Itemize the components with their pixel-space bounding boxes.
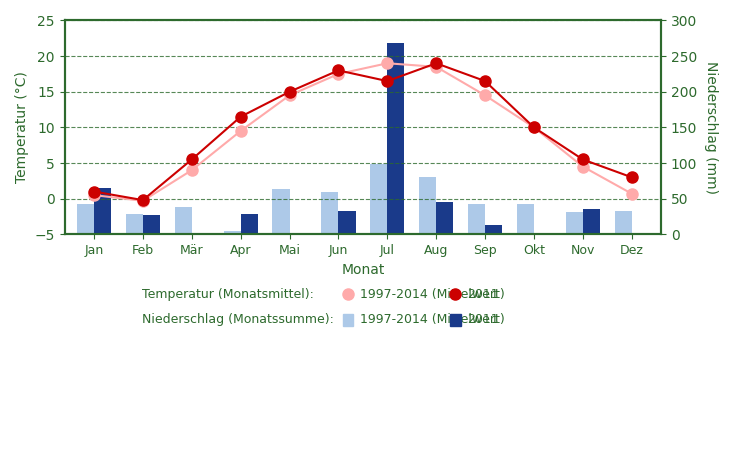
Bar — [615, 211, 632, 234]
Bar — [240, 213, 258, 234]
Bar — [632, 233, 649, 234]
Bar — [224, 231, 240, 234]
Bar — [339, 211, 356, 234]
Bar — [126, 214, 143, 234]
Bar — [436, 201, 453, 234]
Bar — [517, 204, 534, 234]
Bar — [370, 165, 387, 234]
Y-axis label: Niederschlag (mm): Niederschlag (mm) — [704, 61, 718, 194]
Bar — [468, 204, 485, 234]
Bar — [583, 209, 600, 234]
X-axis label: Monat: Monat — [341, 263, 385, 277]
Bar — [94, 188, 111, 234]
FancyBboxPatch shape — [450, 314, 460, 326]
Bar — [273, 189, 290, 234]
Bar — [143, 215, 160, 234]
Bar — [419, 177, 436, 234]
Text: 2011: 2011 — [467, 288, 499, 301]
Bar — [174, 207, 192, 234]
Y-axis label: Temperatur (°C): Temperatur (°C) — [15, 71, 29, 183]
Bar — [321, 192, 339, 234]
Bar — [77, 204, 94, 234]
Bar — [566, 212, 583, 234]
Text: 2011: 2011 — [467, 313, 499, 326]
Text: 1997-2014 (Mittelwert): 1997-2014 (Mittelwert) — [360, 288, 504, 301]
Text: 1997-2014 (Mittelwert): 1997-2014 (Mittelwert) — [360, 313, 504, 326]
Text: Temperatur (Monatsmittel):: Temperatur (Monatsmittel): — [142, 288, 314, 301]
Bar — [387, 43, 405, 234]
Bar — [485, 225, 502, 234]
FancyBboxPatch shape — [342, 314, 353, 326]
Text: Niederschlag (Monatssumme):: Niederschlag (Monatssumme): — [142, 313, 334, 326]
